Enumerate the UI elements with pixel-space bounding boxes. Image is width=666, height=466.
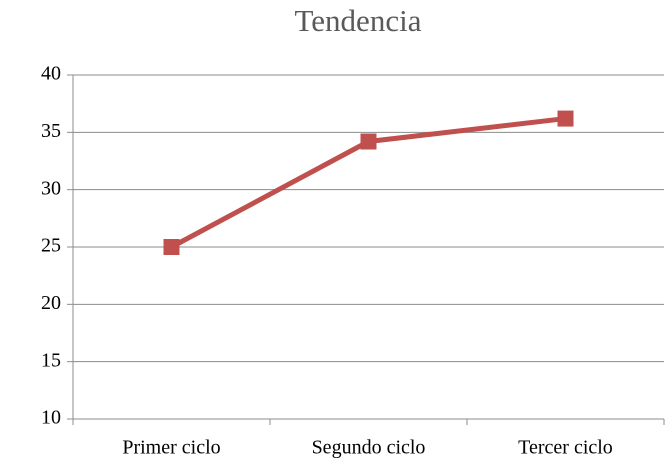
marker bbox=[163, 239, 180, 255]
marker bbox=[360, 133, 377, 150]
y-tick-label: 20 bbox=[41, 292, 61, 314]
y-tick-label: 35 bbox=[41, 120, 61, 142]
chart-title: Tendencia bbox=[295, 3, 422, 38]
y-tick-label: 15 bbox=[41, 349, 61, 371]
marker bbox=[557, 110, 574, 127]
x-tick-label: Segundo ciclo bbox=[312, 437, 426, 459]
y-tick-label: 40 bbox=[41, 63, 61, 85]
y-tick-label: 25 bbox=[41, 235, 61, 257]
x-tick-label: Primer ciclo bbox=[122, 437, 220, 459]
y-tick-label: 30 bbox=[41, 177, 61, 199]
y-tick-label: 10 bbox=[41, 407, 61, 429]
x-tick-label: Tercer ciclo bbox=[518, 437, 613, 459]
